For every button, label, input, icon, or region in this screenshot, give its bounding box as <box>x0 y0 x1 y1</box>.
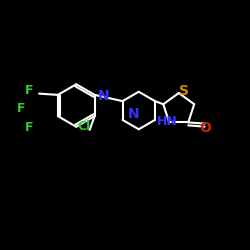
Text: S: S <box>179 84 189 98</box>
Text: O: O <box>199 120 211 134</box>
Text: F: F <box>17 102 25 115</box>
Text: N: N <box>98 88 110 102</box>
Text: N: N <box>128 107 140 121</box>
Text: F: F <box>24 84 33 96</box>
Text: HN: HN <box>156 115 178 128</box>
Text: Cl: Cl <box>77 120 90 133</box>
Text: F: F <box>24 121 33 134</box>
